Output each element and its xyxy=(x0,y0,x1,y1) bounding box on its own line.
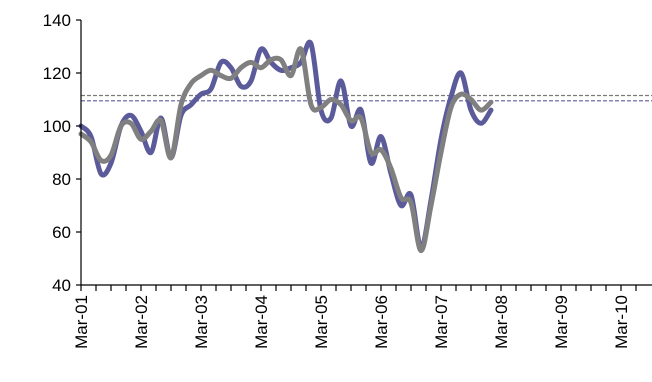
y-tick-label: 100 xyxy=(43,117,71,136)
y-tick-label: 140 xyxy=(43,11,71,30)
y-tick-label: 40 xyxy=(52,276,71,295)
series-line-2 xyxy=(78,46,494,254)
x-tick-label: Mar-08 xyxy=(492,295,511,349)
y-tick-label: 60 xyxy=(52,223,71,242)
x-tick-label: Mar-04 xyxy=(252,295,271,349)
x-tick-label: Mar-05 xyxy=(312,295,331,349)
y-tick-label: 120 xyxy=(43,64,71,83)
x-tick-label: Mar-03 xyxy=(192,295,211,349)
x-tick-label: Mar-06 xyxy=(372,295,391,349)
x-tick-label: Mar-09 xyxy=(552,295,571,349)
reference-lines xyxy=(81,94,652,102)
y-tick-label: 80 xyxy=(52,170,71,189)
x-tick-label: Mar-02 xyxy=(132,295,151,349)
axes: 40 60 80 100 120 140 Mar-01 Mar-02 Mar-03 Mar-04 M… xyxy=(43,11,652,349)
x-tick-label: Mar-01 xyxy=(72,295,91,349)
x-tick-label: Mar-07 xyxy=(432,295,451,349)
x-tick-label: Mar-10 xyxy=(612,295,631,349)
series-layer xyxy=(78,39,494,254)
